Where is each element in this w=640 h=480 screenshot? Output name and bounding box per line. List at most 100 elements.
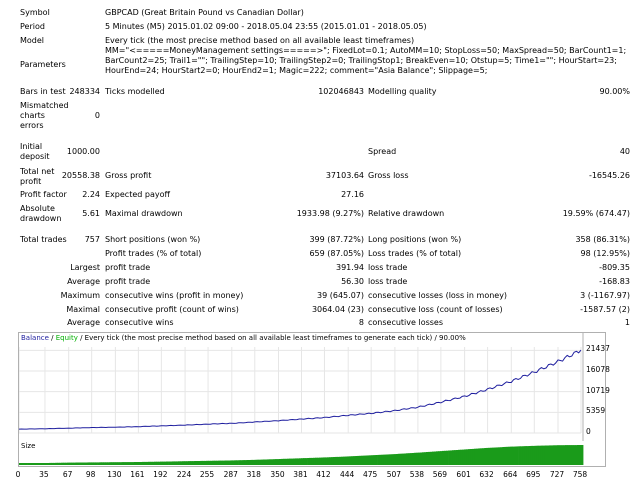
- initial-deposit-value: 1000.00: [66, 147, 100, 156]
- size-bar: [95, 462, 98, 465]
- size-bar: [458, 449, 461, 465]
- long-positions-value: 358 (86.31%): [575, 235, 630, 244]
- size-bar: [349, 456, 352, 465]
- size-bar: [333, 457, 336, 465]
- maximal-drawdown-label: Maximal drawdown: [105, 209, 183, 218]
- size-bar: [498, 447, 501, 465]
- size-bar: [554, 445, 558, 465]
- symbol-label: Symbol: [20, 8, 50, 17]
- size-bar: [168, 461, 171, 465]
- size-bar: [176, 461, 179, 465]
- net-profit-label-2: profit: [20, 177, 42, 186]
- size-bar: [313, 457, 316, 465]
- size-bar: [520, 446, 524, 465]
- size-bar: [65, 462, 68, 465]
- size-bar: [399, 453, 403, 465]
- size-bar: [41, 463, 44, 465]
- profit-trades-value: 659 (87.05%): [309, 249, 364, 258]
- size-bar: [27, 463, 30, 465]
- size-bar: [192, 461, 195, 465]
- x-tick-label: 130: [107, 470, 122, 479]
- size-bar: [575, 445, 578, 465]
- balance-chart-panel: Balance / Equity / Every tick (the most …: [18, 332, 606, 442]
- size-bar: [423, 452, 427, 465]
- size-bar: [373, 455, 376, 465]
- x-tick-label: 224: [176, 470, 192, 479]
- size-bar: [359, 455, 362, 465]
- size-bar: [212, 460, 215, 465]
- size-bar: [133, 462, 137, 465]
- ticks-label: Ticks modelled: [105, 87, 165, 96]
- bars-value: 248334: [69, 87, 100, 96]
- size-bar: [196, 461, 199, 465]
- size-bar: [482, 448, 485, 465]
- size-bar: [504, 446, 507, 465]
- size-bar: [307, 458, 310, 465]
- size-bar: [460, 449, 463, 465]
- relative-drawdown-value: 19.59% (674.47): [562, 209, 630, 218]
- chart-header-rest: / Every tick (the most precise method ba…: [77, 334, 466, 342]
- size-bar: [107, 462, 111, 465]
- x-tick-label: 318: [246, 470, 261, 479]
- gross-profit-label: Gross profit: [105, 171, 152, 180]
- size-bar: [198, 461, 201, 465]
- size-bar: [301, 458, 304, 465]
- size-bar: [427, 451, 431, 465]
- average-label: Average: [67, 277, 100, 286]
- size-bar: [274, 459, 278, 465]
- size-bar: [572, 445, 576, 465]
- size-bar: [409, 453, 413, 465]
- size-bar: [355, 456, 358, 465]
- size-bar: [405, 453, 409, 465]
- size-bar: [206, 460, 209, 465]
- x-tick-label: 35: [39, 470, 49, 479]
- size-bar: [121, 462, 125, 465]
- size-bar: [490, 447, 493, 465]
- expected-payoff-value: 27.16: [341, 190, 364, 199]
- size-bar: [542, 445, 546, 465]
- x-tick-label: 601: [456, 470, 471, 479]
- size-bar: [67, 462, 70, 465]
- size-bar: [321, 457, 324, 465]
- size-bar: [151, 461, 155, 465]
- size-bar: [365, 455, 368, 465]
- maximum-label: Maximum: [60, 291, 100, 300]
- size-bar: [162, 461, 165, 465]
- size-bar: [202, 460, 205, 465]
- size-bar: [218, 460, 221, 465]
- size-bar: [154, 461, 157, 465]
- size-bar: [252, 459, 256, 465]
- x-tick-label: 350: [270, 470, 285, 479]
- maximal-drawdown-value: 1933.98 (9.27%): [296, 209, 364, 218]
- size-bar: [311, 457, 314, 465]
- size-bar: [407, 453, 411, 465]
- size-bar: [514, 446, 517, 465]
- size-bar: [81, 462, 84, 465]
- size-bar: [224, 460, 227, 465]
- size-bar: [530, 445, 534, 465]
- size-bar: [299, 458, 302, 465]
- size-bar: [210, 460, 213, 465]
- mismatched-label-2: charts: [20, 111, 45, 120]
- x-tick-label: 538: [409, 470, 425, 479]
- expected-payoff-label: Expected payoff: [105, 190, 170, 199]
- loss-trades-value: 98 (12.95%): [580, 249, 630, 258]
- size-bar: [434, 451, 437, 465]
- size-bar: [566, 445, 570, 465]
- size-bar: [99, 462, 103, 465]
- size-bar: [516, 446, 519, 465]
- size-bar: [35, 463, 38, 465]
- size-bar: [363, 455, 366, 465]
- max-cons-wins-value: 39 (645.07): [317, 291, 364, 300]
- size-bar: [286, 458, 290, 465]
- size-bar: [244, 460, 248, 465]
- size-bar: [220, 460, 223, 465]
- size-bar: [59, 462, 62, 465]
- size-bar: [581, 445, 584, 465]
- size-bar: [222, 460, 225, 465]
- x-tick-label: 287: [223, 470, 238, 479]
- gross-profit-value: 37103.64: [325, 171, 364, 180]
- size-bar: [401, 453, 405, 465]
- x-tick-label: 67: [62, 470, 73, 479]
- parameters-label: Parameters: [20, 60, 66, 69]
